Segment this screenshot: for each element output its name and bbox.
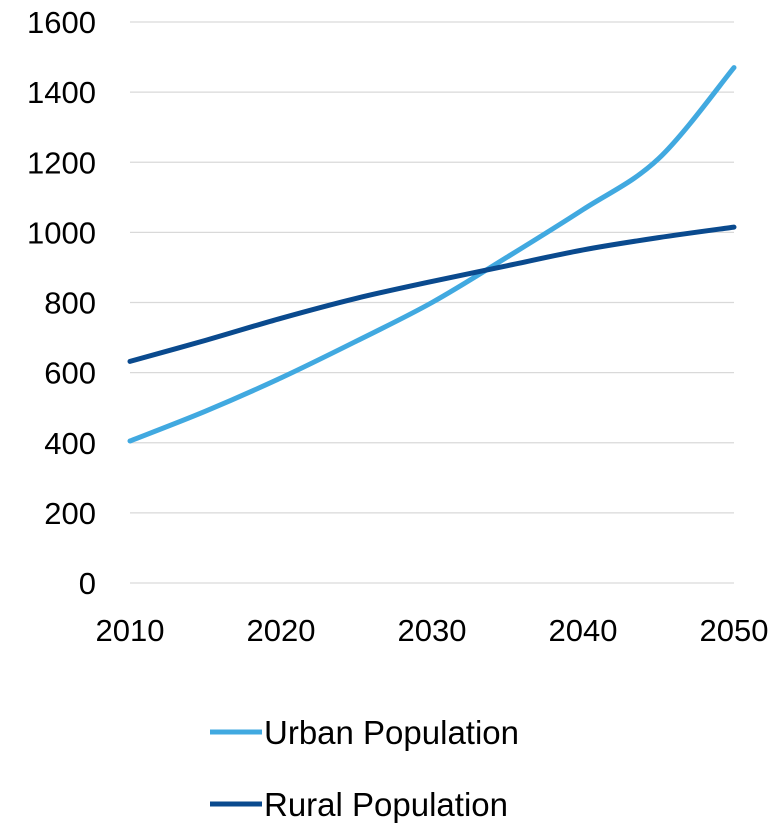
y-tick-label: 1000 bbox=[27, 215, 96, 250]
y-tick-label: 800 bbox=[44, 286, 96, 321]
y-tick-label: 1400 bbox=[27, 75, 96, 110]
x-tick-label: 2030 bbox=[398, 613, 467, 648]
y-axis-tick-labels: 0 200 400 600 800 1000 1200 1400 1600 bbox=[27, 5, 96, 601]
y-tick-label: 1600 bbox=[27, 5, 96, 40]
legend-label: Urban Population bbox=[264, 714, 519, 751]
x-tick-label: 2050 bbox=[700, 613, 769, 648]
series-line-rural-population bbox=[127, 224, 737, 364]
series-line-urban-population bbox=[127, 65, 737, 444]
series-lines bbox=[127, 65, 737, 444]
legend: Urban Population Rural Population bbox=[210, 714, 519, 823]
y-tick-label: 1200 bbox=[27, 145, 96, 180]
legend-label: Rural Population bbox=[264, 786, 508, 823]
legend-item: Rural Population bbox=[210, 786, 508, 823]
y-tick-label: 0 bbox=[79, 566, 96, 601]
x-tick-label: 2010 bbox=[96, 613, 165, 648]
x-tick-label: 2020 bbox=[247, 613, 316, 648]
y-tick-label: 600 bbox=[44, 356, 96, 391]
x-axis-tick-labels: 2010 2020 2030 2040 2050 bbox=[96, 613, 769, 648]
x-tick-label: 2040 bbox=[549, 613, 618, 648]
y-tick-label: 400 bbox=[44, 426, 96, 461]
legend-item: Urban Population bbox=[210, 714, 519, 751]
y-tick-label: 200 bbox=[44, 496, 96, 531]
